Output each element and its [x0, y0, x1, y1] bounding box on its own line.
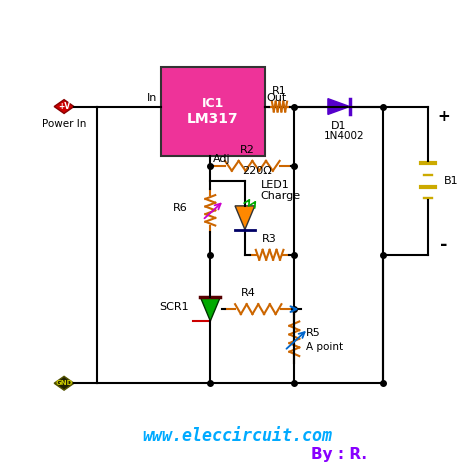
Text: 1N4002: 1N4002 [323, 131, 364, 141]
Text: +: + [437, 109, 450, 124]
Text: +V: +V [58, 102, 70, 111]
Text: -: - [440, 236, 447, 254]
Polygon shape [201, 297, 220, 321]
Polygon shape [54, 100, 74, 113]
Text: Charge: Charge [261, 192, 301, 202]
Text: GND: GND [55, 380, 73, 386]
Text: By : R.: By : R. [311, 447, 367, 462]
Polygon shape [235, 206, 255, 229]
Text: R5: R5 [306, 328, 321, 338]
Text: R2: R2 [240, 145, 255, 155]
Text: R6: R6 [173, 203, 188, 213]
Text: D1: D1 [331, 121, 346, 131]
Text: Power In: Power In [42, 119, 86, 129]
Text: LED1: LED1 [261, 180, 290, 190]
Text: LM317: LM317 [187, 112, 238, 126]
Text: R1: R1 [272, 86, 287, 96]
Polygon shape [328, 99, 350, 114]
Text: 220Ω: 220Ω [242, 166, 272, 176]
Text: R3: R3 [262, 234, 277, 244]
Text: In: In [146, 93, 157, 102]
Text: SCR1: SCR1 [159, 302, 189, 312]
FancyBboxPatch shape [161, 67, 264, 156]
Text: A point: A point [306, 342, 343, 352]
Text: B1: B1 [444, 176, 458, 185]
Text: Adj: Adj [213, 154, 231, 164]
Text: www.eleccircuit.com: www.eleccircuit.com [142, 427, 332, 445]
Text: R4: R4 [241, 288, 256, 298]
Text: Out: Out [267, 93, 287, 102]
Text: IC1: IC1 [201, 97, 224, 110]
Polygon shape [54, 376, 74, 390]
